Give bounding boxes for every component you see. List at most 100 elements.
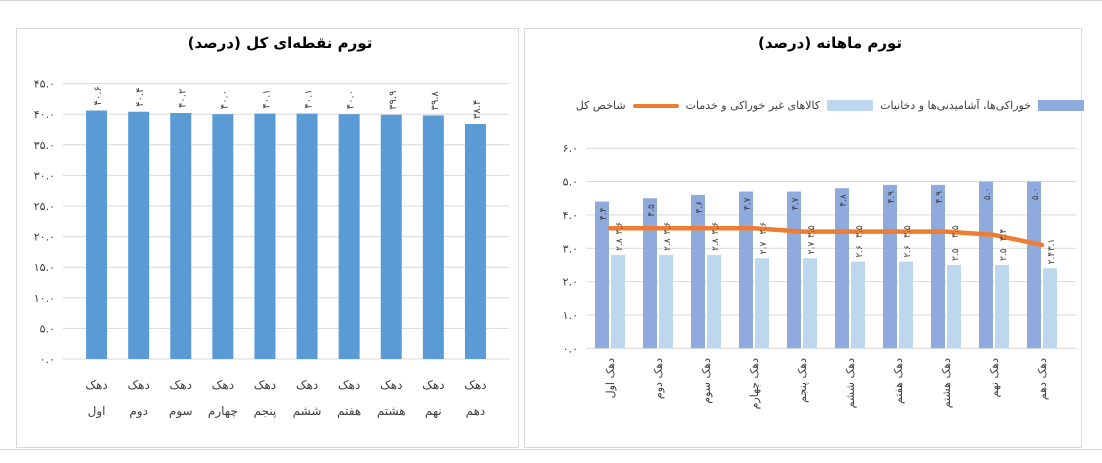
top-rule xyxy=(0,0,1102,1)
bar xyxy=(212,114,234,359)
food-bar xyxy=(787,191,801,349)
x-axis-category-label: دهک xyxy=(338,378,360,392)
nonfood-bar xyxy=(995,264,1009,349)
nonfood-bar xyxy=(851,261,865,349)
food-bar-data-label: ۴.۵ xyxy=(647,204,657,217)
bar xyxy=(128,111,150,359)
nonfood-bar-data-label: ۲.۶ xyxy=(855,245,865,258)
x-axis-category-label: دهک دهم xyxy=(1036,358,1049,400)
y-axis-tick-label: ۴۵.۰ xyxy=(34,78,55,91)
nonfood-bar-data-label: ۲.۸ xyxy=(711,238,721,251)
legend-label-food: خوراکی‌ها، آشامیدنی‌ها و دخانیات xyxy=(880,99,1031,112)
nonfood-bar-data-label: ۲.۸ xyxy=(615,238,625,251)
bar-data-label: ۴۰.۲ xyxy=(177,89,188,108)
total-index-data-label: ۳.۴ xyxy=(999,228,1009,241)
y-axis-tick-label: ۰.۰ xyxy=(40,353,55,366)
bar-data-label: ۴۰.۱ xyxy=(304,89,315,108)
x-axis-category-label: سوم xyxy=(169,404,193,419)
food-bar-data-label: ۵.۰ xyxy=(983,188,993,201)
y-axis-tick-label: ۴.۰ xyxy=(563,209,578,222)
food-bar-data-label: ۴.۷ xyxy=(743,197,753,210)
x-axis-category-label: دهک هشتم xyxy=(940,358,953,408)
nonfood-bar-data-label: ۲.۶ xyxy=(903,245,913,258)
y-axis-tick-label: ۱.۰ xyxy=(563,309,578,322)
bar xyxy=(464,123,486,359)
bar xyxy=(380,114,402,359)
bar-data-label: ۳۸.۴ xyxy=(472,100,483,119)
monthly-inflation-chart: ۰.۰ ۱.۰ ۲.۰ ۳.۰ ۴.۰ ۵.۰ ۶.۰ دهک اول دهک دوم دهک س… xyxy=(563,142,1076,409)
nonfood-bar-data-label: ۲.۷ xyxy=(807,242,817,255)
point-inflation-title: تورم نقطه‌ای کل (درصد) xyxy=(187,34,373,52)
x-axis-category-label: پنجم xyxy=(254,404,277,418)
x-axis-category-label: دهک xyxy=(212,378,234,392)
bar-data-label: ۳۹.۸ xyxy=(430,91,441,111)
y-axis-tick-label: ۲۰.۰ xyxy=(34,231,55,244)
bar xyxy=(338,114,360,359)
total-index-data-label: ۳.۶ xyxy=(759,222,769,235)
total-index-data-label: ۳.۵ xyxy=(951,225,961,238)
total-index-data-label: ۳.۶ xyxy=(663,222,673,235)
x-axis-category-label: دهک xyxy=(85,378,107,392)
food-bar-data-label: ۴.۸ xyxy=(839,194,849,207)
x-axis-category-label: دهک هفتم xyxy=(892,358,905,404)
food-bar-data-label: ۴.۷ xyxy=(791,197,801,210)
x-axis-category-label: دهک xyxy=(170,378,192,392)
food-bar-data-label: ۴.۶ xyxy=(695,201,705,214)
total-index-data-label: ۳.۵ xyxy=(807,225,817,238)
bar xyxy=(170,112,192,359)
total-index-line xyxy=(607,225,1045,248)
food-bar-data-label: ۴.۹ xyxy=(935,191,945,204)
bar-data-label: ۳۹.۹ xyxy=(388,91,399,110)
point-inflation-chart-panel: ۰.۰ ۵.۰ ۱۰.۰ ۱۵.۰ ۲۰.۰ ۲۵.۰ ۳۰.۰ ۳۵.۰ ۴۰.۰ ۴۵.۰ ۴۰… xyxy=(16,28,519,448)
x-axis-category-label: دهک xyxy=(127,378,149,392)
nonfood-bar xyxy=(803,258,817,349)
total-index-data-label: ۳.۵ xyxy=(903,225,913,238)
y-axis-tick-label: ۲۵.۰ xyxy=(34,200,55,213)
bar xyxy=(422,115,444,359)
y-axis-tick-label: ۳.۰ xyxy=(563,242,578,255)
bar xyxy=(86,110,108,359)
x-axis-category-label: دهک xyxy=(380,378,402,392)
bar-data-label: ۴۰.۰ xyxy=(219,90,230,109)
x-axis-category-label: دوم xyxy=(129,404,148,419)
y-axis-tick-label: ۳۰.۰ xyxy=(34,169,55,182)
nonfood-bar-data-label: ۲.۵ xyxy=(999,248,1009,261)
legend-swatch-food-bar xyxy=(1038,100,1084,111)
monthly-inflation-chart-panel: ۰.۰ ۱.۰ ۲.۰ ۳.۰ ۴.۰ ۵.۰ ۶.۰ دهک اول دهک دوم دهک س… xyxy=(524,28,1082,448)
bar-data-label: ۴۰.۱ xyxy=(261,89,272,108)
y-axis-tick-label: ۱۰.۰ xyxy=(34,292,55,305)
total-index-data-label: ۳.۵ xyxy=(855,225,865,238)
food-bar xyxy=(931,184,945,349)
bottom-rule xyxy=(0,449,1102,450)
x-axis-category-label: هفتم xyxy=(337,404,361,418)
food-bar-data-label: ۴.۹ xyxy=(887,191,897,204)
y-axis-tick-label: ۵.۰ xyxy=(40,322,55,335)
y-axis-tick-label: ۵.۰ xyxy=(563,176,578,189)
nonfood-bar xyxy=(611,254,625,349)
point-inflation-chart: ۰.۰ ۵.۰ ۱۰.۰ ۱۵.۰ ۲۰.۰ ۲۵.۰ ۳۰.۰ ۳۵.۰ ۴۰.۰ ۴۵.۰ ۴۰… xyxy=(34,78,509,419)
x-axis-category-label: دهک نهم xyxy=(988,358,1001,398)
nonfood-bar xyxy=(1043,268,1057,349)
food-bar xyxy=(739,191,753,349)
x-axis-category-label: هشتم xyxy=(377,404,406,418)
x-axis-category-label: دهک دوم xyxy=(652,358,665,399)
x-axis-category-label: نهم xyxy=(425,404,442,418)
y-axis-tick-label: ۰.۰ xyxy=(563,342,578,355)
food-bar xyxy=(595,201,609,349)
x-axis-category-label: دهک xyxy=(464,378,486,392)
x-axis-category-label: چهارم xyxy=(208,404,238,419)
total-index-data-label: ۳.۶ xyxy=(711,222,721,235)
bar-data-label: ۴۰.۴ xyxy=(135,87,146,106)
bar xyxy=(296,113,318,359)
food-bar-data-label: ۴.۴ xyxy=(599,207,609,220)
total-index-data-label: ۳.۱ xyxy=(1047,239,1057,252)
x-axis-category-label: دهک چهارم xyxy=(748,358,761,409)
monthly-inflation-title: تورم ماهانه (درصد) xyxy=(758,34,902,52)
food-bar xyxy=(883,184,897,349)
monthly-chart-legend: شاخص کل کالاهای غیر خوراکی و خدمات خوراک… xyxy=(576,99,1084,112)
y-axis-tick-label: ۶.۰ xyxy=(563,142,578,155)
x-axis-category-label: دهک xyxy=(422,378,444,392)
nonfood-bar xyxy=(707,254,721,349)
food-bar xyxy=(691,194,705,349)
